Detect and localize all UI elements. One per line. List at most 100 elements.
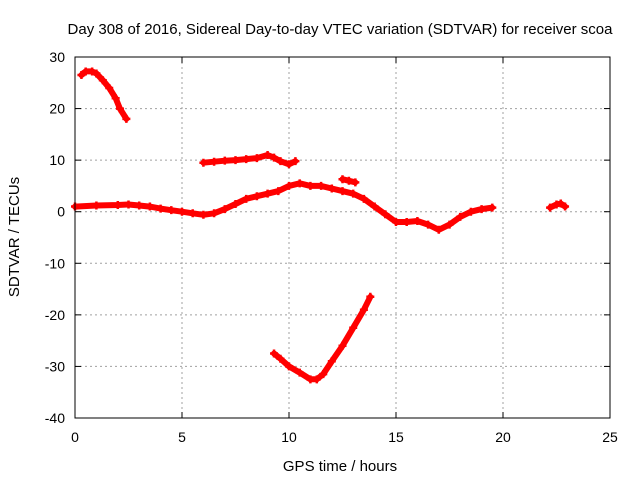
data-point bbox=[327, 184, 336, 193]
data-point bbox=[231, 199, 240, 208]
data-point bbox=[285, 160, 293, 169]
x-tick-label: 5 bbox=[178, 429, 186, 445]
data-point bbox=[145, 202, 154, 211]
data-point bbox=[276, 354, 285, 363]
data-point bbox=[312, 375, 321, 384]
data-point bbox=[270, 153, 279, 162]
data-point bbox=[402, 218, 411, 227]
data-point bbox=[156, 204, 165, 213]
data-point bbox=[351, 178, 360, 187]
axis-ticks: 0 5 10 15 20 25 -40 -30 -20 -10 0 10 20 30 bbox=[45, 49, 618, 445]
y-tick-label: 10 bbox=[49, 152, 65, 168]
data-point bbox=[344, 176, 353, 185]
y-tick-label: -40 bbox=[45, 410, 65, 426]
chart-title: Day 308 of 2016, Sidereal Day-to-day VTE… bbox=[68, 21, 614, 38]
data-point bbox=[135, 201, 144, 210]
data-point bbox=[338, 341, 347, 350]
series-track-3 bbox=[199, 150, 300, 169]
data-point bbox=[105, 83, 114, 92]
data-point bbox=[546, 203, 555, 212]
series-track-5 bbox=[338, 175, 360, 187]
data-point bbox=[381, 210, 390, 219]
data-point bbox=[317, 181, 326, 190]
data-point bbox=[263, 150, 272, 159]
data-point bbox=[366, 292, 375, 301]
data-point bbox=[178, 207, 186, 216]
data-point bbox=[252, 192, 261, 201]
x-axis-label: GPS time / hours bbox=[283, 458, 397, 475]
data-point bbox=[392, 218, 400, 227]
data-point bbox=[359, 305, 368, 314]
x-tick-label: 15 bbox=[388, 429, 404, 445]
data-point bbox=[115, 104, 124, 113]
data-point bbox=[242, 194, 251, 203]
data-point bbox=[270, 349, 279, 358]
data-point bbox=[242, 155, 251, 164]
series-track-4 bbox=[270, 292, 375, 384]
data-point bbox=[338, 175, 347, 184]
data-point bbox=[199, 210, 208, 219]
data-point bbox=[274, 187, 283, 196]
data-point bbox=[285, 362, 293, 371]
data-point bbox=[220, 156, 229, 165]
data-point bbox=[424, 220, 433, 229]
x-tick-label: 0 bbox=[71, 429, 79, 445]
y-tick-label: -30 bbox=[45, 358, 65, 374]
y-tick-label: 30 bbox=[49, 49, 65, 65]
data-point bbox=[349, 189, 358, 198]
data-point bbox=[338, 187, 347, 196]
series-track-1 bbox=[77, 67, 131, 123]
data-point bbox=[122, 114, 131, 123]
data-point bbox=[167, 206, 176, 215]
y-tick-label: 0 bbox=[57, 204, 65, 220]
data-point bbox=[111, 94, 120, 103]
data-point bbox=[92, 69, 101, 78]
data-point bbox=[124, 200, 133, 209]
y-tick-label: 20 bbox=[49, 101, 65, 117]
data-point bbox=[561, 202, 570, 211]
data-point bbox=[88, 67, 97, 76]
data-point bbox=[188, 209, 197, 218]
grid bbox=[74, 56, 611, 419]
data-point bbox=[295, 368, 304, 377]
data-point bbox=[349, 323, 358, 332]
data-point bbox=[77, 71, 86, 80]
data-point bbox=[263, 189, 272, 198]
x-tick-label: 10 bbox=[281, 429, 297, 445]
data-point bbox=[327, 357, 336, 366]
data-point bbox=[92, 201, 101, 210]
data-point bbox=[445, 220, 454, 229]
y-tick-label: -20 bbox=[45, 307, 65, 323]
y-axis-label: SDTVAR / TECUs bbox=[6, 177, 23, 297]
data-point bbox=[295, 179, 304, 188]
data-point bbox=[434, 225, 443, 234]
data-point bbox=[319, 370, 328, 379]
data-point bbox=[98, 76, 107, 85]
plot-frame bbox=[74, 56, 611, 419]
data-point bbox=[285, 181, 293, 190]
data-point bbox=[477, 205, 486, 214]
data-point bbox=[556, 199, 565, 208]
data-point bbox=[220, 205, 229, 214]
series-track-2 bbox=[71, 179, 497, 234]
data-point bbox=[210, 209, 219, 218]
data-point bbox=[456, 212, 465, 221]
series-line bbox=[271, 293, 374, 383]
data-point bbox=[488, 203, 497, 212]
y-tick-label: -10 bbox=[45, 255, 65, 271]
data-point bbox=[199, 158, 208, 167]
data-point bbox=[466, 207, 475, 216]
x-tick-label: 25 bbox=[602, 429, 618, 445]
data-point bbox=[306, 181, 315, 190]
data-point bbox=[252, 154, 261, 163]
data-point bbox=[210, 157, 219, 166]
data-point bbox=[113, 201, 122, 210]
data-series bbox=[71, 67, 570, 384]
data-point bbox=[413, 216, 422, 225]
data-point bbox=[291, 157, 300, 166]
series-track-6 bbox=[546, 199, 570, 212]
data-point bbox=[231, 156, 240, 165]
x-tick-label: 20 bbox=[495, 429, 511, 445]
data-point bbox=[370, 202, 379, 211]
